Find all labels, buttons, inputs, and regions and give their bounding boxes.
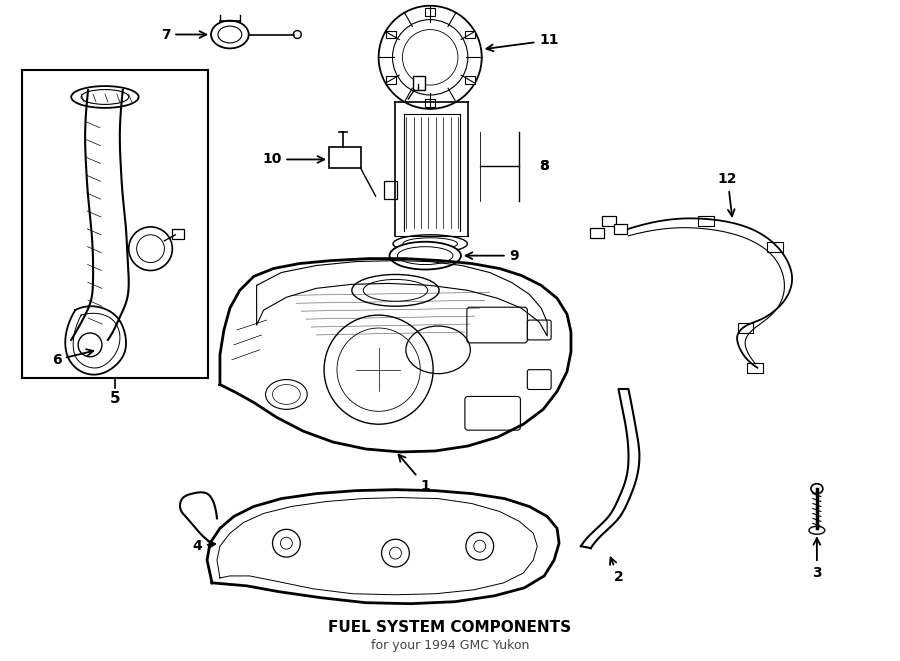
Text: 2: 2 [610, 557, 624, 584]
FancyBboxPatch shape [464, 76, 474, 84]
FancyBboxPatch shape [329, 147, 361, 169]
FancyBboxPatch shape [698, 216, 714, 226]
Ellipse shape [393, 235, 467, 253]
FancyBboxPatch shape [386, 76, 396, 84]
FancyBboxPatch shape [425, 8, 435, 16]
Text: 8: 8 [539, 159, 549, 173]
FancyBboxPatch shape [748, 363, 763, 373]
FancyBboxPatch shape [425, 99, 435, 107]
Text: 11: 11 [487, 34, 559, 51]
FancyBboxPatch shape [614, 224, 627, 234]
FancyBboxPatch shape [464, 30, 474, 38]
FancyBboxPatch shape [386, 30, 396, 38]
Text: 3: 3 [812, 538, 822, 580]
Ellipse shape [390, 242, 461, 270]
FancyBboxPatch shape [602, 216, 616, 226]
FancyBboxPatch shape [590, 228, 604, 238]
Text: 7: 7 [161, 28, 206, 42]
Text: 9: 9 [465, 249, 519, 262]
Text: 1: 1 [399, 455, 430, 492]
FancyBboxPatch shape [527, 320, 551, 340]
FancyBboxPatch shape [413, 76, 425, 90]
Text: 12: 12 [718, 173, 737, 216]
Text: for your 1994 GMC Yukon: for your 1994 GMC Yukon [371, 639, 529, 652]
Text: 6: 6 [51, 349, 94, 367]
Text: 4: 4 [193, 539, 215, 553]
Ellipse shape [352, 274, 439, 306]
Text: 8: 8 [539, 159, 549, 173]
FancyBboxPatch shape [527, 369, 551, 389]
Text: FUEL SYSTEM COMPONENTS: FUEL SYSTEM COMPONENTS [328, 620, 572, 635]
Bar [22, 70, 208, 377]
FancyBboxPatch shape [768, 242, 783, 252]
FancyBboxPatch shape [383, 181, 398, 199]
FancyBboxPatch shape [738, 323, 753, 333]
Text: 5: 5 [110, 391, 121, 407]
Ellipse shape [809, 526, 824, 534]
Text: 10: 10 [262, 153, 324, 167]
Ellipse shape [811, 484, 823, 494]
